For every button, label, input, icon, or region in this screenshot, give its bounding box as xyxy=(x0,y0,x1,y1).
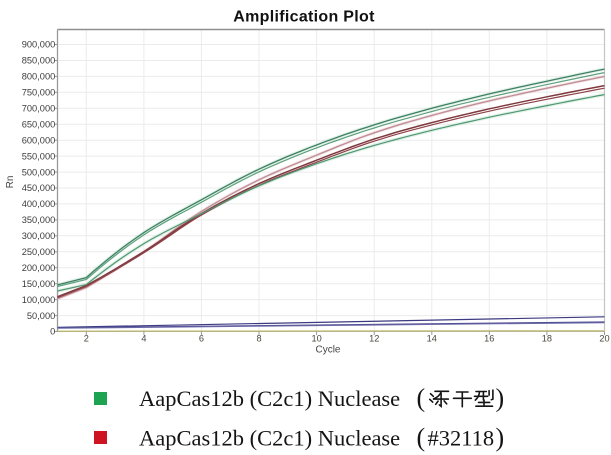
svg-text:12: 12 xyxy=(369,334,379,344)
svg-text:200,000: 200,000 xyxy=(22,263,56,273)
svg-text:400,000: 400,000 xyxy=(22,199,56,209)
svg-text:900,000: 900,000 xyxy=(22,40,56,50)
svg-text:450,000: 450,000 xyxy=(22,183,56,193)
svg-text:20: 20 xyxy=(599,334,609,344)
svg-text:8: 8 xyxy=(256,334,261,344)
svg-text:850,000: 850,000 xyxy=(22,56,56,66)
svg-text:2: 2 xyxy=(84,334,89,344)
svg-text:AapCas12b (C2c1) Nuclease: AapCas12b (C2c1) Nuclease xyxy=(139,426,400,451)
svg-text:600,000: 600,000 xyxy=(22,135,56,145)
svg-text:14: 14 xyxy=(427,334,437,344)
svg-text:): ) xyxy=(496,384,505,413)
svg-text:350,000: 350,000 xyxy=(22,215,56,225)
svg-text:800,000: 800,000 xyxy=(22,72,56,82)
svg-text:150,000: 150,000 xyxy=(22,279,56,289)
svg-text:Cycle: Cycle xyxy=(315,345,340,356)
svg-text:Amplification Plot: Amplification Plot xyxy=(233,9,375,26)
svg-text:): ) xyxy=(496,423,505,452)
svg-text:550,000: 550,000 xyxy=(22,151,56,161)
svg-text:10: 10 xyxy=(311,334,321,344)
svg-text:(: ( xyxy=(417,384,426,413)
svg-text:4: 4 xyxy=(141,334,146,344)
svg-text:250,000: 250,000 xyxy=(22,247,56,257)
svg-text:16: 16 xyxy=(484,334,494,344)
svg-text:18: 18 xyxy=(542,334,552,344)
svg-text:Rn: Rn xyxy=(5,176,16,189)
svg-text:700,000: 700,000 xyxy=(22,104,56,114)
svg-text:6: 6 xyxy=(199,334,204,344)
svg-text:AapCas12b (C2c1) Nuclease: AapCas12b (C2c1) Nuclease xyxy=(139,386,400,411)
svg-text:100,000: 100,000 xyxy=(22,295,56,305)
svg-text:0: 0 xyxy=(50,327,55,337)
svg-text:50,000: 50,000 xyxy=(27,311,55,321)
svg-text:(: ( xyxy=(417,423,426,452)
svg-text:#32118: #32118 xyxy=(428,426,495,451)
svg-text:650,000: 650,000 xyxy=(22,119,56,129)
svg-text:750,000: 750,000 xyxy=(22,88,56,98)
svg-text:500,000: 500,000 xyxy=(22,167,56,177)
svg-text:300,000: 300,000 xyxy=(22,231,56,241)
